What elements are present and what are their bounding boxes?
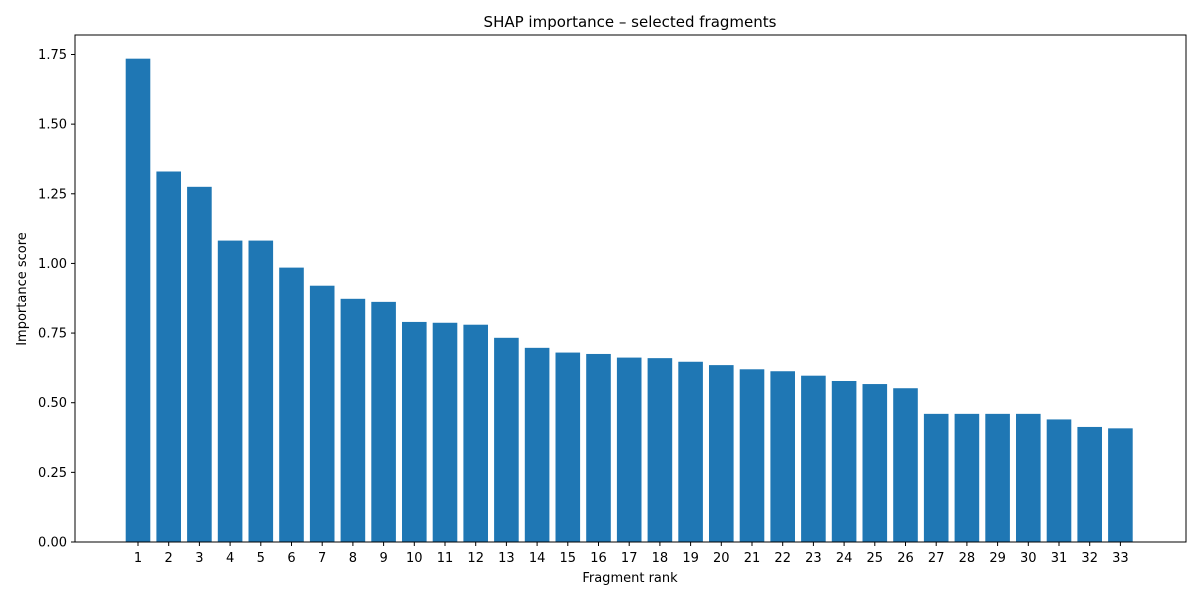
bar-8 <box>340 298 366 542</box>
y-tick-label-1: 0.25 <box>38 466 67 481</box>
bar-10 <box>402 321 427 542</box>
x-tick-label-1: 1 <box>134 551 142 566</box>
x-tick-label-32: 32 <box>1081 551 1098 566</box>
bar-19 <box>678 361 703 542</box>
y-tick-label-6: 1.50 <box>38 118 67 133</box>
y-axis: 0.00 0.25 0.50 0.75 1.00 1.25 1.50 1.75 <box>38 48 75 551</box>
x-tick-label-3: 3 <box>195 551 203 566</box>
bar-15 <box>555 352 581 542</box>
bar-1 <box>125 58 151 543</box>
bar-12 <box>463 324 488 542</box>
bar-6 <box>279 267 304 542</box>
bar-7 <box>309 285 335 542</box>
bar-9 <box>371 301 396 542</box>
x-tick-label-7: 7 <box>318 551 326 566</box>
x-axis: 1 2 3 4 5 6 7 8 9 10 11 12 13 14 15 16 17 18 19 20 21 22 23 24 2… <box>134 542 1129 566</box>
y-tick-label-3: 0.75 <box>38 327 67 342</box>
y-tick-label-4: 1.00 <box>38 257 67 272</box>
bar-22 <box>770 371 795 542</box>
x-tick-label-33: 33 <box>1112 551 1129 566</box>
bar-25 <box>862 384 888 542</box>
x-tick-label-6: 6 <box>287 551 295 566</box>
x-tick-label-15: 15 <box>560 551 577 566</box>
bar-21 <box>739 369 765 542</box>
bar-20 <box>709 365 734 542</box>
y-tick-label-2: 0.50 <box>38 396 67 411</box>
x-tick-label-5: 5 <box>257 551 265 566</box>
bars-group <box>125 58 1133 543</box>
x-tick-label-25: 25 <box>867 551 884 566</box>
bar-11 <box>432 322 458 542</box>
bar-14 <box>524 347 550 542</box>
x-tick-label-16: 16 <box>590 551 607 566</box>
bar-33 <box>1108 428 1133 542</box>
x-tick-label-28: 28 <box>959 551 976 566</box>
y-tick-label-0: 0.00 <box>38 536 67 551</box>
x-tick-label-10: 10 <box>406 551 423 566</box>
x-tick-label-4: 4 <box>226 551 234 566</box>
x-tick-label-26: 26 <box>897 551 914 566</box>
bar-29 <box>985 413 1010 542</box>
x-tick-label-13: 13 <box>498 551 515 566</box>
x-tick-label-18: 18 <box>652 551 669 566</box>
x-tick-label-8: 8 <box>349 551 357 566</box>
bar-27 <box>923 413 949 542</box>
chart-title: SHAP importance – selected fragments <box>484 13 777 31</box>
x-tick-label-2: 2 <box>165 551 173 566</box>
y-tick-label-5: 1.25 <box>38 187 67 202</box>
bar-24 <box>831 380 857 542</box>
x-axis-title: Fragment rank <box>582 571 678 586</box>
bar-17 <box>616 357 642 542</box>
y-axis-title: Importance score <box>15 232 30 346</box>
bar-32 <box>1077 426 1102 542</box>
bar-16 <box>586 353 611 542</box>
bar-13 <box>494 337 519 542</box>
bar-28 <box>954 413 980 542</box>
x-tick-label-12: 12 <box>467 551 484 566</box>
x-tick-label-20: 20 <box>713 551 730 566</box>
bar-5 <box>248 240 274 542</box>
x-tick-label-9: 9 <box>379 551 387 566</box>
x-tick-label-27: 27 <box>928 551 945 566</box>
x-tick-label-14: 14 <box>529 551 546 566</box>
bar-3 <box>187 186 212 542</box>
x-tick-label-17: 17 <box>621 551 638 566</box>
bar-4 <box>217 240 243 542</box>
y-tick-label-7: 1.75 <box>38 48 67 63</box>
x-tick-label-22: 22 <box>774 551 791 566</box>
x-tick-label-21: 21 <box>744 551 761 566</box>
x-tick-label-23: 23 <box>805 551 822 566</box>
x-tick-label-24: 24 <box>836 551 853 566</box>
bar-23 <box>801 375 826 542</box>
bar-26 <box>893 388 918 542</box>
x-tick-label-29: 29 <box>989 551 1006 566</box>
bar-30 <box>1016 413 1041 542</box>
x-tick-label-30: 30 <box>1020 551 1037 566</box>
x-tick-label-19: 19 <box>682 551 699 566</box>
x-tick-label-31: 31 <box>1051 551 1068 566</box>
x-tick-label-11: 11 <box>437 551 454 566</box>
bar-31 <box>1046 419 1072 542</box>
bar-18 <box>647 358 673 542</box>
bar-2 <box>156 171 181 542</box>
plot-frame <box>74 34 1187 543</box>
